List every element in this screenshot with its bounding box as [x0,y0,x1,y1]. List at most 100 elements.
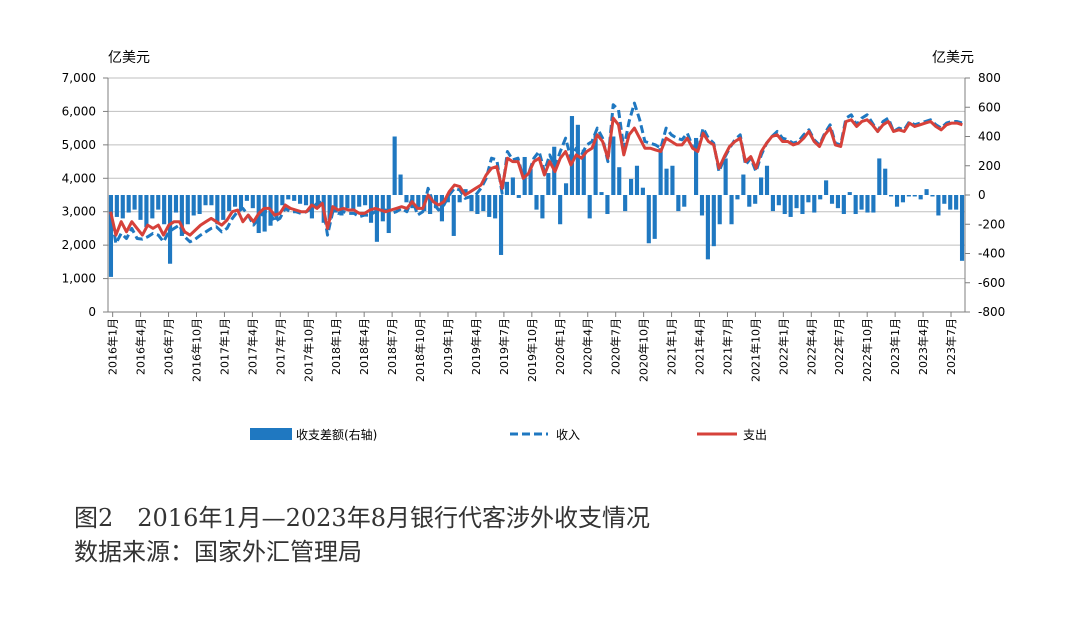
balance-bar [575,124,580,195]
tick-labels: 0 1,000 2,000 3,000 4,000 5,000 6,000 7,000 -800… [62,71,1006,382]
balance-bar [936,195,941,216]
balance-bar [723,158,728,195]
balance-bar [599,192,604,195]
balance-bar [889,195,894,197]
balance-bar [475,195,480,215]
balance-bar [439,195,445,222]
balance-bar [173,195,179,213]
x-tick-label: 2020年7月 [609,318,623,375]
gridlines [108,77,965,313]
balance-bar [534,195,539,210]
left-tick-label: 3,000 [62,205,96,219]
balance-bar [274,195,279,220]
balance-bar [504,181,510,195]
right-axis-unit: 亿美元 [932,50,974,66]
balance-bar [357,195,362,207]
x-tick-label: 2017年7月 [273,318,287,375]
balance-bar [179,195,184,236]
balance-bar [221,195,226,220]
x-tick-label: 2021年10月 [748,318,762,382]
source-note: 数据来源：国家外汇管理局 [74,538,362,566]
left-tick-label: 2,000 [62,238,96,252]
balance-bar [339,195,344,216]
balance-bar [286,195,291,200]
left-tick-label: 6,000 [62,104,96,118]
balance-bar [345,195,350,209]
balance-bar [227,195,232,212]
balance-bar [959,195,965,261]
x-tick-label: 2016年4月 [134,318,148,375]
balance-bar [380,195,385,222]
balance-bar [717,195,722,225]
balance-bar [930,195,935,197]
x-tick-label: 2020年1月 [553,318,567,375]
x-tick-label: 2021年4月 [693,318,707,375]
balance-bar [191,195,196,216]
balance-bar [120,195,125,219]
balance-bar [209,195,214,206]
balance-bar [948,195,953,210]
balance-bar [510,177,515,195]
balance-bar [628,178,634,195]
balance-bar [954,195,959,210]
balance-bar [818,195,823,200]
balance-bar [906,195,911,197]
balance-bar [924,189,929,195]
balance-bar [244,195,249,201]
balance-bar [824,180,829,195]
x-tick-label: 2022年7月 [832,318,846,375]
balance-bar [865,195,870,213]
balance-bar [238,195,244,210]
figure-caption: 图2 2016年1月—2023年8月银行代客涉外收支情况 [74,504,650,532]
balance-bar [203,195,208,206]
balance-bar [528,168,533,195]
axes [103,77,970,317]
balance-bar [493,195,498,219]
balance-bar [445,195,450,203]
x-tick-label: 2018年4月 [357,318,371,375]
x-tick-label: 2022年1月 [776,318,790,375]
balance-bar [433,195,439,209]
balance-bar [108,195,114,277]
legend-label-expense: 支出 [743,428,767,442]
balance-bar [646,195,651,244]
balance-bar [640,187,645,195]
balance-bar [138,195,143,220]
balance-bar [162,195,167,225]
balance-bar [652,195,657,239]
x-tick-label: 2020年4月 [581,318,595,375]
balance-bar [451,195,456,236]
balance-bar [699,195,705,216]
balance-bar [900,195,906,203]
balance-bar [481,195,486,212]
bar-series-balance [108,116,965,277]
left-tick-label: 1,000 [62,272,96,286]
balance-bar [871,195,876,213]
balance-bar [664,168,669,195]
balance-bar [351,195,356,212]
balance-bar [333,195,338,213]
right-tick-label: 600 [978,100,1001,114]
balance-bar [835,195,840,209]
balance-bar [847,192,852,195]
balance-bar [788,195,793,217]
balance-bar [676,195,681,212]
x-tick-label: 2018年10月 [413,318,427,382]
balance-bar [670,165,675,195]
balance-bar [398,174,403,195]
balance-bar [327,195,332,220]
x-tick-label: 2019年7月 [497,318,511,375]
balance-bar [806,195,811,203]
left-tick-label: 7,000 [62,71,96,85]
balance-bar [782,195,787,215]
balance-bar [735,195,740,200]
balance-bar [487,195,492,217]
balance-bar [753,195,758,204]
balance-bar [764,165,770,195]
balance-bar [729,195,734,225]
balance-bar [457,195,462,203]
balance-bar [516,195,521,198]
x-tick-label: 2022年4月 [804,318,818,375]
balance-bar [812,195,817,213]
balance-bar [841,195,846,215]
